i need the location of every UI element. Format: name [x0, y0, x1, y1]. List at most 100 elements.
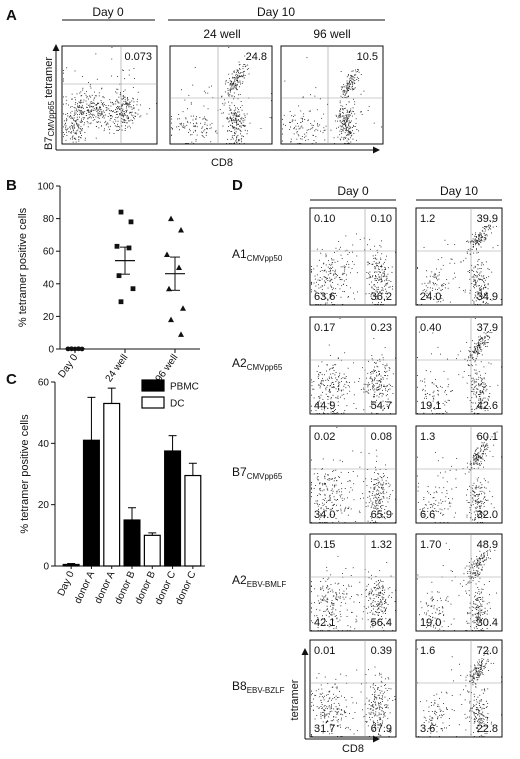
event-dot — [436, 618, 438, 620]
event-dot — [380, 257, 382, 259]
event-dot — [81, 112, 83, 114]
event-dot — [137, 91, 139, 93]
event-dot — [347, 132, 349, 134]
event-dot — [327, 585, 329, 587]
event-dot — [330, 614, 332, 616]
event-dot — [477, 378, 479, 380]
event-dot — [426, 295, 428, 297]
event-dot — [455, 487, 457, 488]
event-dot — [470, 390, 472, 392]
event-dot — [360, 452, 362, 453]
event-dot — [84, 122, 85, 124]
event-dot — [236, 141, 238, 143]
event-dot — [290, 126, 291, 128]
event-dot — [319, 98, 321, 100]
event-dot — [330, 383, 332, 385]
event-dot — [422, 509, 423, 511]
event-dot — [379, 492, 381, 494]
event-dot — [348, 263, 350, 265]
event-dot — [382, 488, 383, 490]
event-dot — [477, 570, 479, 572]
event-dot — [101, 88, 103, 90]
event-dot — [483, 344, 485, 346]
event-dot — [479, 557, 480, 559]
event-dot — [381, 616, 382, 617]
event-dot — [332, 364, 334, 366]
event-dot — [380, 386, 382, 388]
event-dot — [325, 473, 326, 475]
event-dot — [479, 279, 481, 280]
event-dot — [320, 286, 322, 288]
event-dot — [373, 507, 374, 509]
event-dot — [362, 367, 363, 369]
event-dot — [328, 396, 330, 398]
event-dot — [381, 627, 383, 629]
event-dot — [474, 458, 476, 460]
event-dot — [243, 136, 244, 137]
event-dot — [330, 405, 332, 406]
event-dot — [437, 401, 439, 403]
event-dot — [98, 95, 100, 97]
event-dot — [376, 380, 378, 382]
event-dot — [373, 587, 375, 589]
event-dot — [481, 484, 483, 486]
event-dot — [229, 78, 230, 80]
event-dot — [346, 120, 347, 122]
event-dot — [438, 607, 440, 608]
event-dot — [329, 588, 331, 590]
event-dot — [472, 567, 474, 569]
event-dot — [203, 116, 205, 118]
event-dot — [116, 126, 118, 128]
event-dot — [209, 124, 211, 126]
event-dot — [109, 115, 111, 116]
event-dot — [483, 514, 484, 516]
event-dot — [384, 375, 386, 376]
event-dot — [122, 69, 124, 71]
event-dot — [442, 477, 444, 479]
event-dot — [229, 90, 231, 91]
event-dot — [333, 259, 335, 261]
event-dot — [326, 487, 328, 489]
event-dot — [331, 686, 333, 688]
event-dot — [424, 393, 426, 395]
event-dot — [472, 615, 474, 617]
event-dot — [347, 87, 349, 88]
event-dot — [307, 119, 309, 121]
event-dot — [324, 129, 326, 131]
event-dot — [127, 126, 129, 128]
event-dot — [429, 504, 431, 505]
event-dot — [326, 694, 327, 696]
event-dot — [472, 580, 474, 582]
event-dot — [442, 457, 444, 459]
event-dot — [320, 630, 322, 631]
event-dot — [440, 512, 441, 514]
event-dot — [435, 283, 436, 284]
event-dot — [325, 281, 327, 283]
event-dot — [481, 354, 483, 356]
event-dot — [483, 342, 485, 344]
event-dot — [473, 369, 475, 371]
event-dot — [476, 566, 478, 568]
event-dot — [311, 694, 312, 696]
event-dot — [338, 388, 340, 389]
event-dot — [473, 577, 474, 579]
event-dot — [323, 709, 324, 711]
event-dot — [479, 563, 481, 565]
event-dot — [318, 603, 320, 604]
event-dot — [386, 378, 388, 380]
event-dot — [374, 362, 375, 363]
event-dot — [433, 626, 434, 628]
event-dot — [311, 127, 313, 129]
event-dot — [477, 455, 479, 457]
event-dot — [342, 108, 343, 110]
event-dot — [80, 112, 82, 114]
event-dot — [349, 480, 351, 482]
event-dot — [331, 378, 333, 379]
event-dot — [96, 108, 97, 110]
event-dot — [102, 96, 104, 97]
event-dot — [194, 125, 196, 127]
event-dot — [478, 511, 480, 512]
event-dot — [315, 304, 317, 305]
event-dot — [478, 371, 480, 373]
event-dot — [345, 376, 347, 377]
